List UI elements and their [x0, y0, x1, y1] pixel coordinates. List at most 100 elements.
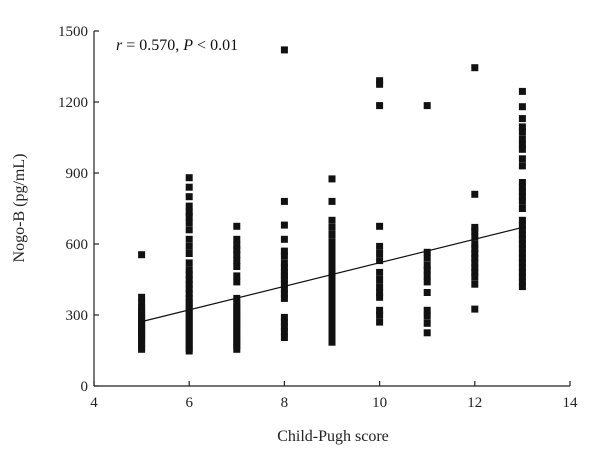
- data-point: [518, 155, 526, 163]
- data-point: [280, 259, 288, 267]
- data-point: [185, 347, 193, 355]
- data-point: [185, 285, 193, 293]
- x-tick-label: 6: [185, 395, 193, 411]
- data-point: [233, 303, 241, 311]
- data-point: [518, 216, 526, 224]
- data-point: [376, 289, 384, 296]
- data-point: [376, 311, 384, 319]
- x-tick-label: 14: [563, 395, 579, 411]
- data-point: [185, 276, 193, 283]
- data-point: [280, 313, 288, 321]
- data-point: [518, 205, 526, 212]
- data-point: [280, 252, 288, 260]
- y-axis-ticks: 0 300 600 900 1200 1500: [58, 24, 99, 395]
- data-point: [423, 312, 431, 320]
- data-point: [328, 175, 336, 183]
- data-point: [423, 319, 431, 327]
- trend-line: [141, 226, 523, 323]
- data-point: [376, 242, 384, 250]
- data-point: [518, 193, 526, 201]
- data-point: [471, 223, 479, 231]
- data-point: [233, 331, 241, 339]
- data-point: [328, 287, 336, 295]
- data-point: [518, 141, 526, 149]
- data-point: [423, 266, 431, 274]
- data-point: [328, 316, 336, 324]
- data-point: [280, 290, 288, 298]
- data-point: [423, 272, 431, 280]
- data-point: [328, 330, 336, 338]
- data-point: [518, 273, 526, 281]
- data-point: [233, 222, 241, 230]
- data-point: [138, 251, 146, 259]
- data-point: [233, 317, 241, 325]
- data-point: [518, 135, 526, 143]
- data-point: [376, 102, 384, 110]
- data-point: [185, 290, 193, 298]
- data-point: [233, 263, 241, 270]
- data-point: [471, 268, 479, 276]
- data-point: [328, 223, 336, 231]
- data-point: [328, 264, 336, 272]
- data-point: [280, 285, 288, 293]
- data-point: [233, 338, 241, 346]
- data-point: [280, 328, 288, 336]
- data-point: [328, 283, 336, 291]
- data-point: [233, 235, 241, 243]
- annotation-r-symbol: r: [116, 37, 123, 54]
- data-point: [328, 238, 336, 246]
- data-point: [185, 174, 193, 182]
- data-point: [185, 302, 193, 309]
- data-point: [376, 268, 384, 276]
- data-point: [280, 46, 288, 54]
- data-point: [518, 179, 526, 186]
- data-point: [138, 299, 146, 307]
- data-point: [518, 197, 526, 205]
- data-point: [185, 235, 193, 243]
- data-point: [185, 259, 193, 267]
- y-tick-label: 1500: [58, 24, 88, 40]
- data-point: [185, 294, 193, 302]
- data-point: [280, 276, 288, 283]
- data-point: [328, 311, 336, 319]
- data-point: [233, 324, 241, 332]
- data-point: [138, 293, 146, 301]
- data-point: [518, 226, 526, 234]
- data-point: [233, 345, 241, 353]
- data-point: [280, 318, 288, 326]
- data-point: [518, 254, 526, 262]
- data-point: [376, 306, 384, 314]
- y-tick-label: 0: [81, 379, 89, 395]
- data-point: [376, 293, 384, 301]
- annotation-p-value: < 0.01: [193, 37, 238, 54]
- correlation-annotation: r = 0.570, P < 0.01: [116, 37, 238, 54]
- data-point: [280, 294, 288, 302]
- data-point: [280, 323, 288, 331]
- data-point: [518, 268, 526, 276]
- data-point: [233, 278, 241, 286]
- data-point: [518, 87, 526, 95]
- data-point: [233, 310, 241, 318]
- data-point: [518, 162, 526, 170]
- data-point: [518, 245, 526, 253]
- data-point: [471, 227, 479, 235]
- data-point: [376, 77, 384, 85]
- y-axis-title: Nogo-B (pg/mL): [11, 154, 28, 263]
- data-point: [280, 197, 288, 205]
- data-point: [518, 231, 526, 238]
- data-point: [518, 235, 526, 243]
- data-point: [471, 254, 479, 262]
- data-point: [471, 280, 479, 288]
- data-point: [138, 316, 146, 324]
- data-point: [471, 273, 479, 281]
- data-point: [471, 259, 479, 267]
- data-point: [518, 103, 526, 111]
- y-tick-label: 600: [66, 237, 89, 253]
- data-point: [471, 305, 479, 313]
- data-point: [471, 64, 479, 72]
- data-point: [423, 329, 431, 337]
- data-point: [518, 278, 526, 286]
- x-tick-label: 8: [281, 395, 289, 411]
- data-point: [328, 306, 336, 314]
- annotation-r-value: = 0.570,: [122, 37, 183, 54]
